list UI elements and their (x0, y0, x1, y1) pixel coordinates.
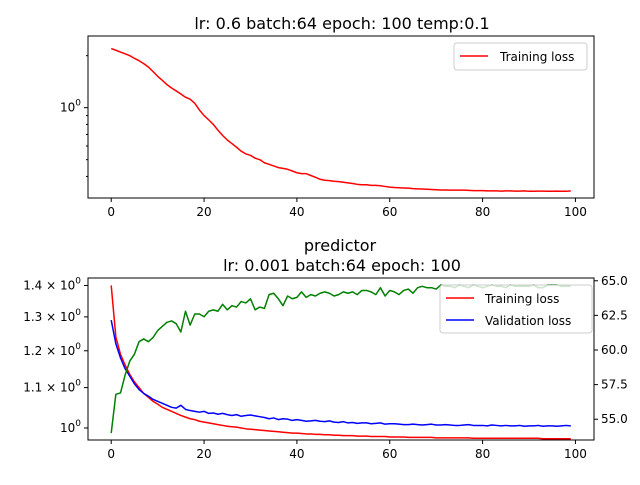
chart-top-x-tick-label: 20 (196, 205, 211, 219)
chart-top: lr: 0.6 batch:64 epoch: 100 temp:0.1 0 20… (60, 14, 595, 219)
chart-bottom-legend-label-validation: Validation loss (485, 314, 571, 328)
chart-bottom-x-ticks: 0 20 40 60 80 100 (107, 440, 587, 461)
chart-top-legend-box (453, 42, 588, 71)
chart-bottom-y-tick-label: 1.2 × 100 (23, 342, 81, 358)
chart-bottom-title: predictor (304, 236, 377, 255)
chart-bottom-y2-tick-label: 62.5 (601, 308, 628, 322)
chart-bottom-subtitle: lr: 0.001 batch:64 epoch: 100 (223, 256, 461, 275)
chart-top-y-ticks: 100 (60, 55, 88, 177)
chart-bottom-x-tick-label: 40 (289, 447, 304, 461)
chart-top-series-line-0 (110, 47, 571, 193)
chart-bottom-x-tick-label: 100 (564, 447, 587, 461)
chart-bottom-y2-tick-label: 57.5 (601, 378, 628, 392)
chart-top-frame (87, 35, 595, 199)
chart-top-x-tick-label: 0 (107, 205, 115, 219)
chart-bottom-x-tick-label: 20 (196, 447, 211, 461)
chart-bottom: predictor lr: 0.001 batch:64 epoch: 100 … (23, 236, 628, 461)
chart-bottom-x-tick-label: 0 (107, 447, 115, 461)
chart-top-title: lr: 0.6 batch:64 epoch: 100 temp:0.1 (194, 14, 489, 33)
chart-bottom-y2-tick-label: 65.0 (601, 274, 628, 288)
chart-bottom-y-tick-label: 1.4 × 100 (23, 276, 81, 292)
chart-bottom-y-ticks: 1.4 × 100 1.3 × 100 1.2 × 100 1.1 × 100 100 (23, 276, 88, 435)
chart-top-x-tick-label: 100 (564, 205, 587, 219)
chart-bottom-y-tick-label: 100 (60, 419, 81, 435)
chart-bottom-series-line-1 (110, 320, 571, 428)
chart-top-series-group (110, 47, 571, 193)
chart-bottom-legend-label-training: Training loss (484, 292, 559, 306)
chart-bottom-legend: Training loss Validation loss (439, 284, 593, 334)
chart-top-x-ticks: 0 20 40 60 80 100 (107, 198, 587, 219)
chart-top-legend: Training loss (453, 42, 588, 71)
chart-bottom-legend-box (439, 284, 593, 334)
chart-top-legend-label: Training loss (499, 50, 574, 64)
chart-bottom-series-line-0 (110, 285, 571, 440)
chart-bottom-frame (87, 277, 595, 441)
chart-top-y-tick-label: 100 (60, 99, 81, 115)
chart-top-x-tick-label: 40 (289, 205, 304, 219)
chart-bottom-y2-tick-label: 60.0 (601, 343, 628, 357)
chart-bottom-y2-tick-label: 55.0 (601, 412, 628, 426)
chart-top-x-tick-label: 60 (382, 205, 397, 219)
chart-bottom-y2-ticks: 55.0 57.5 60.0 62.5 65.0 (594, 274, 628, 426)
chart-bottom-y-tick-label: 1.1 × 100 (23, 379, 81, 395)
chart-bottom-y-tick-label: 1.3 × 100 (23, 308, 81, 324)
chart-bottom-x-tick-label: 60 (382, 447, 397, 461)
chart-bottom-x-tick-label: 80 (475, 447, 490, 461)
chart-top-x-tick-label: 80 (475, 205, 490, 219)
